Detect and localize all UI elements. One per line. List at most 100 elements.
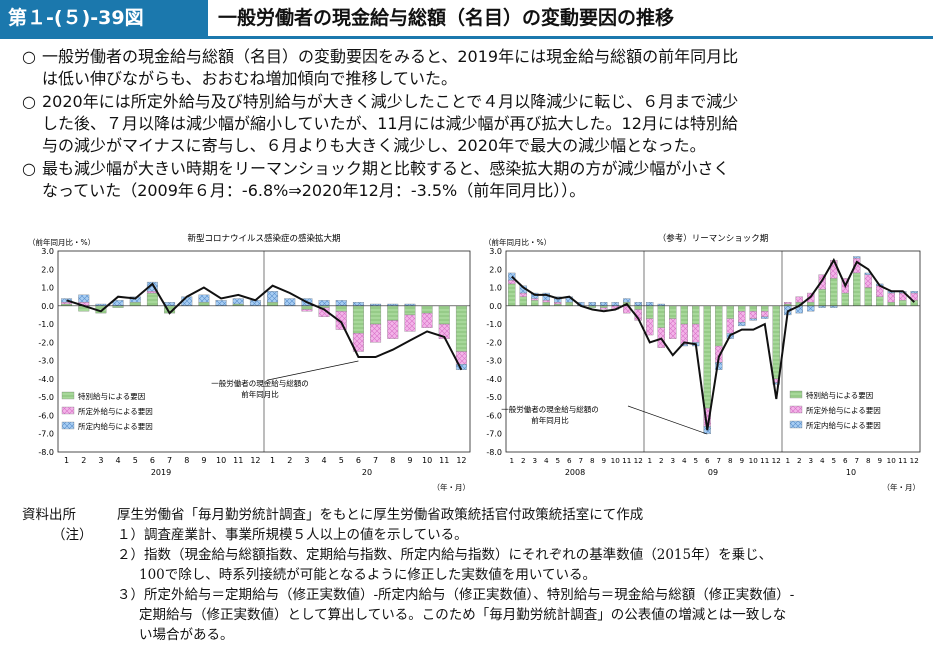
summary-line: した後、７月以降は減少幅が縮小していたが、11月には減少幅が再び拡大した。12月… bbox=[42, 114, 738, 133]
y-tick-label: -1.0 bbox=[38, 320, 54, 329]
bullet-mark: ○ bbox=[22, 159, 36, 178]
bar-special bbox=[899, 300, 907, 306]
x-year-label: 20 bbox=[362, 468, 372, 477]
bar-special bbox=[519, 296, 527, 306]
summary-line: 最も減少幅が大きい時期をリーマンショック期と比較すると、感染拡大期の方が減少幅が… bbox=[42, 159, 730, 178]
y-tick-label: 1.0 bbox=[489, 284, 502, 293]
bar-special bbox=[761, 305, 769, 312]
figure-title: 一般労働者の現金給与総額（名目）の変動要因の推移 bbox=[218, 7, 675, 29]
summary-item: ○ 2020年には所定外給与及び特別給与が大きく減少したことで４月以降減少に転じ… bbox=[22, 91, 917, 157]
y-tick-label: -5.0 bbox=[486, 393, 502, 402]
annotation-arrow bbox=[267, 360, 359, 381]
bar-scheduled bbox=[910, 291, 918, 294]
x-tick-label: 2 bbox=[797, 456, 802, 465]
y-tick-label: -7.0 bbox=[38, 430, 54, 439]
bar-overtime bbox=[387, 320, 399, 339]
x-tick-label: 5 bbox=[339, 456, 344, 465]
bar-special bbox=[531, 300, 539, 306]
bar-overtime bbox=[761, 311, 769, 317]
bar-scheduled bbox=[611, 302, 619, 306]
figure-id: 第１-(５)-39図 bbox=[0, 0, 208, 36]
x-tick-label: 2 bbox=[287, 456, 292, 465]
bar-special bbox=[841, 292, 849, 306]
bar-special bbox=[876, 296, 884, 306]
x-tick-label: 1 bbox=[64, 456, 69, 465]
x-tick-label: 12 bbox=[910, 456, 919, 465]
x-tick-label: 2 bbox=[521, 456, 526, 465]
bar-overtime bbox=[795, 296, 803, 303]
y-tick-label: -4.0 bbox=[38, 375, 54, 384]
x-tick-label: 4 bbox=[682, 456, 687, 465]
bar-overtime bbox=[738, 311, 746, 323]
summary: ○ 一般労働者の現金給与総額（名目）の変動要因をみると、2019年には現金給与総… bbox=[22, 46, 917, 203]
x-year-label: 09 bbox=[708, 468, 718, 477]
line-series bbox=[66, 282, 463, 371]
bar-overtime bbox=[421, 312, 433, 328]
bar-special bbox=[680, 305, 688, 325]
bar-overtime bbox=[646, 318, 654, 336]
x-tick-label: 7 bbox=[167, 456, 172, 465]
bar-special bbox=[692, 305, 700, 325]
x-tick-label: 3 bbox=[670, 456, 675, 465]
x-tick-label: 8 bbox=[728, 456, 733, 465]
x-tick-label: 12 bbox=[250, 456, 260, 465]
legend-swatch-special bbox=[61, 391, 75, 400]
bar-scheduled bbox=[634, 302, 642, 306]
bar-special bbox=[421, 305, 433, 314]
y-tick-label: -6.0 bbox=[486, 411, 502, 420]
note-row: ２）指数（現金給与総額指数、定期給与指数、所定内給与指数）にそれぞれの基準数値（… bbox=[22, 545, 927, 585]
bar-scheduled bbox=[215, 300, 227, 306]
x-year-label: 10 bbox=[846, 468, 856, 477]
bar-overtime bbox=[749, 311, 757, 319]
bar-overtime bbox=[370, 323, 382, 343]
x-tick-label: 2 bbox=[659, 456, 664, 465]
annotation-line: 一般労働者の現金給与総額の bbox=[211, 378, 309, 388]
bar-scheduled bbox=[807, 305, 815, 312]
summary-line: 2020年には所定外給与及び特別給与が大きく減少したことで４月以降減少に転じ、６… bbox=[42, 92, 739, 111]
legend-label: 所定外給与による要因 bbox=[806, 405, 881, 415]
note-line: 100で除し、時系列接続が可能となるように修正した実数値を用いている。 bbox=[139, 567, 596, 583]
annotation-line: 一般労働者の現金給与総額の bbox=[501, 404, 599, 414]
x-tick-label: 10 bbox=[216, 456, 226, 465]
bar-special bbox=[830, 278, 838, 306]
x-tick-label: 10 bbox=[611, 456, 621, 465]
legend-label: 特別給与による要因 bbox=[806, 390, 873, 400]
bar-special bbox=[715, 305, 723, 347]
x-tick-label: 9 bbox=[877, 456, 882, 465]
bar-overtime bbox=[600, 307, 608, 310]
chart-title: 新型コロナウイルス感染症の感染拡大期 bbox=[187, 233, 340, 244]
source-text: 厚生労働省「毎月勤労統計調査」をもとに厚生労働省政策統括官付政策統括室にて作成 bbox=[117, 507, 644, 523]
x-tick-label: 12 bbox=[772, 456, 781, 465]
bar-overtime bbox=[818, 274, 826, 290]
bar-scheduled bbox=[284, 298, 296, 306]
bar-special bbox=[634, 305, 642, 310]
source-row: 資料出所 厚生労働省「毎月勤労統計調査」をもとに厚生労働省政策統括官付政策統括室に… bbox=[22, 505, 927, 525]
x-tick-label: 3 bbox=[304, 456, 309, 465]
bar-scheduled bbox=[646, 302, 654, 306]
x-year-label: 2008 bbox=[565, 468, 585, 477]
bar-overtime bbox=[726, 318, 734, 334]
x-tick-label: 9 bbox=[201, 456, 206, 465]
bar-overtime bbox=[519, 292, 527, 297]
x-tick-label: 11 bbox=[233, 456, 243, 465]
x-tick-label: 6 bbox=[705, 456, 710, 465]
summary-line: は低い伸びながらも、おおむね増加傾向で推移していた。 bbox=[42, 69, 458, 88]
bar-scheduled bbox=[318, 300, 330, 306]
x-tick-label: 5 bbox=[133, 456, 138, 465]
x-tick-label: 1 bbox=[270, 456, 275, 465]
legend-swatch-overtime bbox=[61, 406, 75, 415]
bar-scheduled bbox=[772, 382, 780, 385]
x-tick-label: 2 bbox=[81, 456, 86, 465]
y-tick-label: -2.0 bbox=[486, 338, 502, 347]
x-tick-label: 7 bbox=[578, 456, 583, 465]
figure-header: 第１-(５)-39図 一般労働者の現金給与総額（名目）の変動要因の推移 bbox=[0, 0, 933, 39]
bar-special bbox=[887, 302, 895, 306]
bar-special bbox=[669, 305, 677, 319]
bar-special bbox=[646, 305, 654, 319]
x-tick-label: 5 bbox=[555, 456, 560, 465]
line-series bbox=[511, 257, 915, 431]
x-tick-label: 11 bbox=[439, 456, 449, 465]
bar-special bbox=[807, 302, 815, 306]
bar-special bbox=[772, 305, 780, 380]
bar-special bbox=[853, 272, 861, 306]
